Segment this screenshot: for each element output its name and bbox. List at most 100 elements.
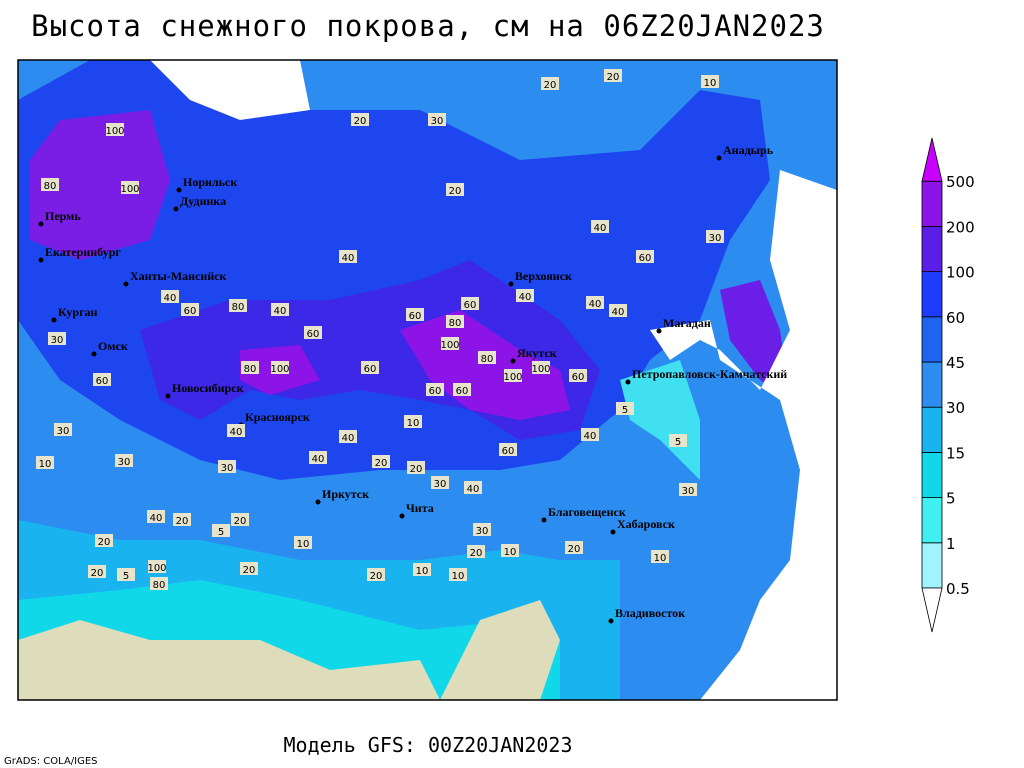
label-box [565, 541, 583, 554]
label-box [413, 563, 431, 576]
label-box [240, 562, 258, 575]
city-label: Омск [98, 339, 128, 353]
model-label: Модель GFS: 00Z20JAN2023 [284, 733, 573, 757]
contour-label: 20 [98, 537, 111, 548]
city-dot [176, 187, 182, 193]
ocean [650, 170, 837, 700]
label-box [106, 123, 124, 136]
label-box [117, 568, 135, 581]
city-dot [38, 221, 44, 227]
contour-label: 60 [502, 446, 515, 457]
label-box [54, 423, 72, 436]
contour-label: 10 [654, 553, 667, 564]
city-label: Благовещенск [548, 505, 626, 519]
city-dot [315, 499, 321, 505]
label-box [41, 178, 59, 191]
city-dot [91, 351, 97, 357]
contour-label: 60 [364, 364, 377, 375]
city-label: Красноярск [245, 410, 310, 424]
contour-label: 40 [589, 299, 602, 310]
contour-label: 60 [184, 306, 197, 317]
bare-ground [440, 600, 560, 700]
colorbar-label: 45 [946, 354, 965, 372]
colorbar-label: 60 [946, 309, 965, 327]
colorbar-label: 30 [946, 399, 965, 417]
contour-label: 100 [120, 184, 139, 195]
label-box [609, 304, 627, 317]
contour-label: 10 [39, 459, 52, 470]
label-box [501, 544, 519, 557]
contour-label: 20 [375, 458, 388, 469]
contour-label: 20 [243, 565, 256, 576]
contour-label: 40 [612, 307, 625, 318]
city-label: Курган [58, 305, 98, 319]
label-box [701, 75, 719, 88]
city-label: Норильск [183, 175, 237, 189]
contour-label: 20 [449, 186, 462, 197]
city-label: Анадырь [723, 143, 774, 157]
contour-label: 80 [232, 302, 245, 313]
label-box [367, 568, 385, 581]
contour-label: 20 [234, 516, 247, 527]
contour-label: 30 [682, 486, 695, 497]
label-box [426, 383, 444, 396]
contour-label: 20 [544, 80, 557, 91]
city-dot [608, 618, 614, 624]
colorbar-label: 5 [946, 490, 956, 508]
label-box [161, 290, 179, 303]
contour-label: 20 [607, 72, 620, 83]
city-dot [541, 517, 547, 523]
contour-label: 60 [409, 311, 422, 322]
contour-label: 100 [105, 126, 124, 137]
contour-label: 60 [639, 253, 652, 264]
label-box [173, 513, 191, 526]
contour-label: 40 [342, 253, 355, 264]
contour-label: 10 [504, 547, 517, 558]
label-box [428, 113, 446, 126]
contour-label: 100 [147, 563, 166, 574]
contour-label: 10 [704, 78, 717, 89]
contour-label: 30 [431, 116, 444, 127]
city-dot [510, 358, 516, 364]
colorbar-label: 100 [946, 264, 975, 282]
label-box [95, 534, 113, 547]
city-label: Верхоянск [515, 269, 572, 283]
contour-label: 20 [354, 116, 367, 127]
city-dot [173, 206, 179, 212]
label-box [679, 483, 697, 496]
city-label: Ханты-Мансийск [130, 269, 227, 283]
label-box [706, 230, 724, 243]
label-box [586, 296, 604, 309]
city-label: Дудинка [180, 194, 226, 208]
label-box [407, 461, 425, 474]
contour-label: 10 [416, 566, 429, 577]
contour-label: 100 [270, 364, 289, 375]
city-label: Екатеринбург [45, 245, 121, 259]
city-label: Якутск [517, 346, 557, 360]
contour-label: 80 [244, 364, 257, 375]
label-box [241, 361, 259, 374]
contour-label: 100 [531, 364, 550, 375]
label-box [271, 361, 289, 374]
label-box [181, 303, 199, 316]
contour-label: 60 [429, 386, 442, 397]
contour-label: 40 [274, 306, 287, 317]
contour-label: 40 [150, 513, 163, 524]
label-box [478, 351, 496, 364]
title: Высота снежного покрова, см на 06Z20JAN2… [31, 9, 825, 43]
colorbar-segment [921, 180, 943, 227]
colorbar-segment [921, 225, 943, 272]
label-box [147, 510, 165, 523]
label-box [569, 369, 587, 382]
contour-label: 40 [467, 484, 480, 495]
contour-label: 10 [297, 539, 310, 550]
label-box [351, 113, 369, 126]
city-label: Магадан [663, 316, 711, 330]
label-box [499, 443, 517, 456]
colorbar-label: 1 [946, 535, 956, 553]
contour-label: 40 [230, 427, 243, 438]
contour-label: 80 [153, 580, 166, 591]
colorbar-segment [921, 406, 943, 453]
contour-label: 40 [594, 223, 607, 234]
